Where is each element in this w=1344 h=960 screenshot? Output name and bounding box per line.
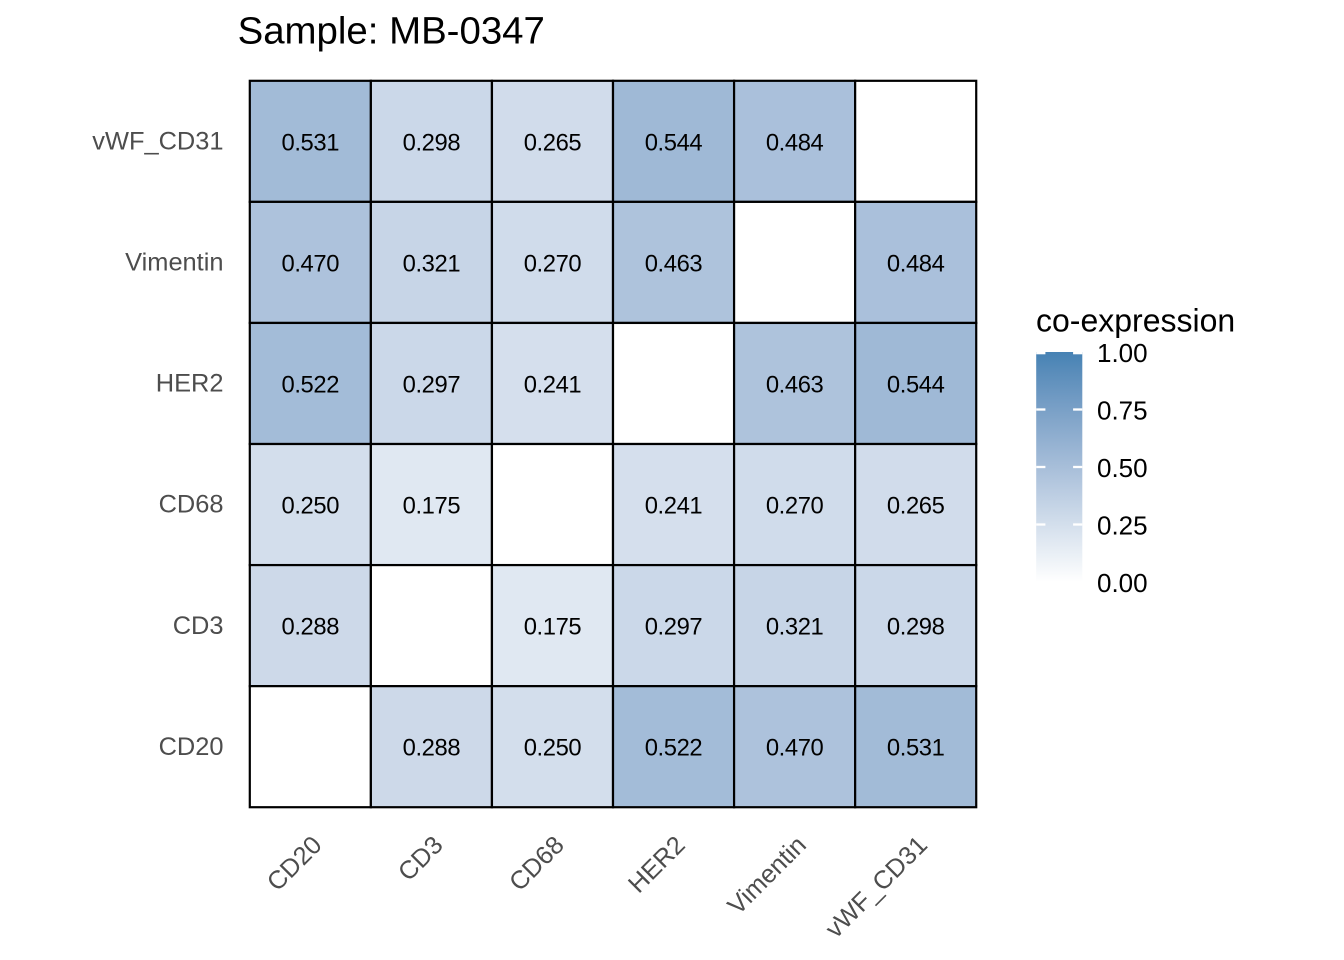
svg-text:0.298: 0.298 xyxy=(887,614,945,641)
svg-text:0.298: 0.298 xyxy=(403,129,461,156)
svg-text:0.270: 0.270 xyxy=(524,250,582,277)
svg-text:0.50: 0.50 xyxy=(1097,453,1148,483)
svg-text:vWF_CD31: vWF_CD31 xyxy=(92,128,223,156)
svg-text:0.484: 0.484 xyxy=(887,250,945,277)
svg-text:0.522: 0.522 xyxy=(645,735,703,762)
svg-text:0.175: 0.175 xyxy=(403,493,461,520)
svg-text:0.265: 0.265 xyxy=(524,129,582,156)
svg-text:0.297: 0.297 xyxy=(403,372,461,399)
svg-text:Vimentin: Vimentin xyxy=(125,249,223,277)
svg-text:0.463: 0.463 xyxy=(645,250,703,277)
svg-text:0.522: 0.522 xyxy=(282,372,340,399)
svg-text:0.75: 0.75 xyxy=(1097,395,1148,425)
svg-text:0.297: 0.297 xyxy=(645,614,703,641)
svg-text:CD3: CD3 xyxy=(173,612,224,640)
svg-text:1.00: 1.00 xyxy=(1097,338,1148,368)
svg-text:0.470: 0.470 xyxy=(282,250,340,277)
svg-text:0.25: 0.25 xyxy=(1097,510,1148,540)
svg-text:HER2: HER2 xyxy=(156,370,224,398)
svg-text:CD20: CD20 xyxy=(159,733,224,761)
svg-text:0.00: 0.00 xyxy=(1097,568,1148,598)
svg-text:0.241: 0.241 xyxy=(524,372,582,399)
svg-text:0.484: 0.484 xyxy=(766,129,824,156)
svg-text:0.250: 0.250 xyxy=(282,493,340,520)
svg-text:0.270: 0.270 xyxy=(766,493,824,520)
svg-text:co-expression: co-expression xyxy=(1036,303,1235,339)
svg-text:0.321: 0.321 xyxy=(403,250,461,277)
svg-text:0.288: 0.288 xyxy=(403,735,461,762)
svg-text:Sample: MB-0347: Sample: MB-0347 xyxy=(238,10,545,53)
svg-text:0.463: 0.463 xyxy=(766,372,824,399)
svg-text:0.288: 0.288 xyxy=(282,614,340,641)
svg-text:0.544: 0.544 xyxy=(887,372,945,399)
svg-text:0.321: 0.321 xyxy=(766,614,824,641)
svg-text:0.531: 0.531 xyxy=(887,735,945,762)
svg-text:0.250: 0.250 xyxy=(524,735,582,762)
svg-text:0.265: 0.265 xyxy=(887,493,945,520)
svg-text:0.470: 0.470 xyxy=(766,735,824,762)
svg-text:0.544: 0.544 xyxy=(645,129,703,156)
svg-text:0.531: 0.531 xyxy=(282,129,340,156)
svg-text:CD68: CD68 xyxy=(159,491,224,519)
svg-text:0.241: 0.241 xyxy=(645,493,703,520)
svg-text:0.175: 0.175 xyxy=(524,614,582,641)
